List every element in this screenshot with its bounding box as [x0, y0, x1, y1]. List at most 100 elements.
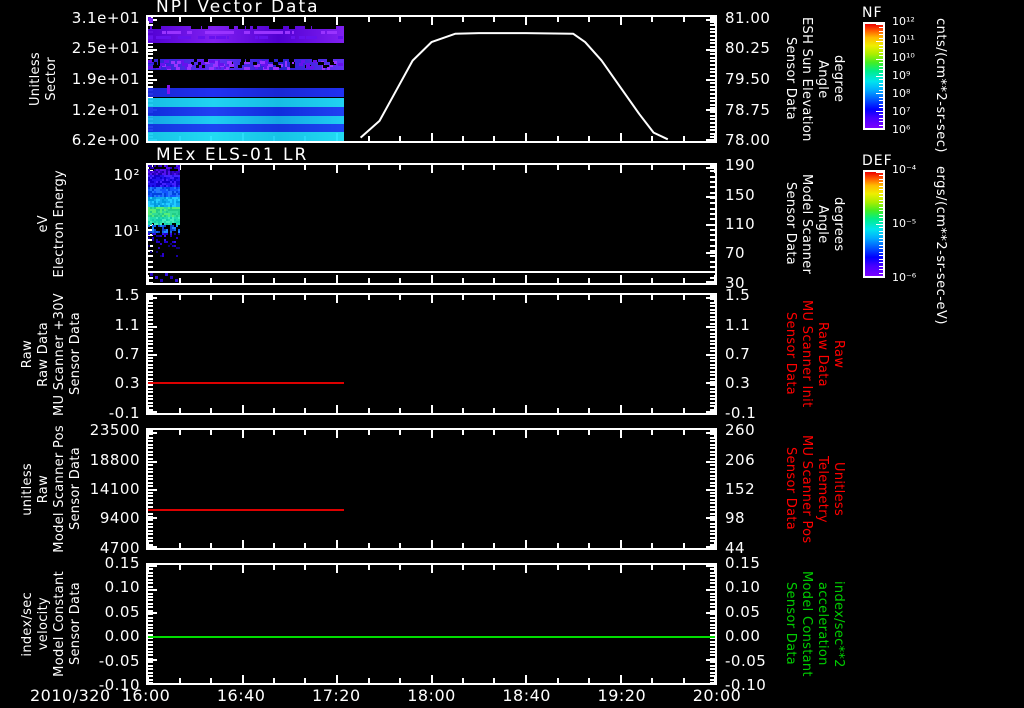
axis-title-line: Unitless: [831, 461, 846, 517]
x-minor-tick: [651, 136, 653, 141]
axis-title-line: Raw: [20, 339, 35, 369]
npi-speckle: [287, 31, 289, 34]
x-major-tick: [242, 430, 244, 438]
x-major-tick: [525, 675, 527, 683]
y-minor-tick-right: [710, 89, 715, 91]
y-minor-tick-left: [148, 630, 153, 632]
els-spectrogram-cell: [170, 219, 172, 221]
npi-speckle: [219, 66, 221, 69]
els-spectrogram-cell: [164, 235, 166, 237]
npi-speckle: [241, 59, 245, 62]
els-spectrogram-cell: [152, 209, 154, 211]
y-minor-tick-left: [148, 53, 153, 55]
els-spectrogram-cell: [148, 245, 150, 247]
npi-speckle: [218, 36, 224, 39]
colorbar-def-minor-tick: [879, 196, 883, 197]
y-minor-tick-right: [710, 309, 715, 311]
els-spectrogram-cell: [148, 169, 150, 171]
els-spectrogram-cell: [166, 185, 168, 187]
npi-speckle: [159, 26, 161, 29]
els-spectrogram-cell: [170, 195, 172, 197]
y-tick-label-left: 0.7: [114, 345, 140, 363]
y-minor-tick-right: [710, 118, 715, 120]
npi-speckle: [312, 26, 318, 29]
x-minor-tick: [273, 678, 275, 683]
y-tick-label-right: -0.10: [725, 676, 767, 694]
x-minor-tick: [493, 136, 495, 141]
x-minor-tick: [210, 430, 212, 435]
npi-speckle: [202, 26, 205, 29]
els-spectrogram-cell: [152, 233, 154, 235]
y-tick-label-left: 2.5e+01: [71, 39, 140, 58]
x-minor-tick: [399, 408, 401, 413]
x-major-tick: [336, 405, 338, 413]
y-minor-tick-right: [710, 336, 715, 338]
els-spectrogram-cell: [168, 221, 170, 223]
els-spectrogram-cell: [160, 197, 162, 199]
els-spectrogram-cell: [164, 189, 166, 191]
npi-speckle: [330, 62, 336, 65]
y-minor-tick-right: [710, 208, 715, 210]
npi-speckle: [265, 36, 268, 39]
npi-speckle: [218, 63, 224, 66]
x-major-tick: [336, 430, 338, 438]
els-spectrogram-cell: [168, 203, 170, 205]
npi-speckle: [196, 65, 199, 68]
els-spectrogram-cell: [164, 171, 166, 173]
npi-speckle: [198, 60, 204, 63]
colorbar-nf-tick-label: 10¹²: [892, 15, 915, 28]
colorbar-def-unit: ergs/(cm**2-sr-sec-eV): [933, 166, 948, 325]
y-minor-tick-right: [710, 82, 715, 84]
y-minor-tick-left: [148, 340, 153, 342]
x-minor-tick: [179, 430, 181, 435]
x-major-tick: [242, 675, 244, 683]
els-spectrogram-cell: [166, 209, 168, 211]
y-minor-tick-right: [710, 593, 715, 595]
colorbar-def-minor-tick: [879, 193, 883, 194]
x-minor-tick: [683, 295, 685, 300]
els-spectrogram-cell: [158, 223, 160, 225]
els-spectrogram-cell: [176, 173, 178, 175]
y-minor-tick-right: [710, 572, 715, 574]
els-spectrogram-cell: [176, 165, 178, 167]
els-spectrogram-cell: [164, 173, 166, 175]
els-spectrogram-cell: [158, 187, 160, 189]
els-spectrogram-cell: [148, 213, 150, 215]
x-minor-tick: [683, 17, 685, 22]
x-minor-tick: [493, 295, 495, 300]
els-spectrogram-cell: [156, 241, 158, 243]
y-minor-tick-left: [148, 309, 153, 311]
els-spectrogram-cell: [170, 177, 172, 179]
x-minor-tick: [462, 136, 464, 141]
y-minor-tick-right: [710, 234, 715, 236]
els-spectrogram-cell: [170, 203, 172, 205]
els-spectrogram-cell: [154, 221, 156, 223]
y-minor-tick-left: [148, 302, 153, 304]
y-minor-tick-left: [148, 526, 153, 528]
y-tick-label-left: 1.5: [114, 286, 140, 305]
x-minor-tick: [651, 17, 653, 22]
npi-speckle: [330, 31, 333, 34]
npi-speckle: [279, 31, 281, 34]
y-minor-tick-right: [710, 165, 715, 167]
x-minor-tick: [179, 17, 181, 22]
els-spectrogram-cell: [152, 185, 154, 187]
y-minor-tick-right: [710, 42, 715, 44]
y-minor-tick-right: [710, 412, 715, 413]
els-spectrogram-cell: [168, 169, 170, 171]
panel-els-right-axis-title: Sensor Data Model Scanner Angle degrees: [782, 163, 846, 285]
els-spectrogram-cell: [162, 193, 164, 195]
y-minor-tick-right: [710, 100, 715, 102]
y-minor-tick-right: [710, 388, 715, 390]
els-spectrogram-cell: [156, 221, 158, 223]
els-spectrogram-cell: [170, 197, 172, 199]
els-spectrogram-cell: [174, 215, 176, 217]
npi-speckle: [332, 31, 335, 34]
els-spectrogram-cell: [170, 191, 172, 193]
y-minor-tick-left: [148, 679, 153, 681]
y-minor-tick-left: [148, 82, 153, 84]
colorbar-def-minor-tick: [879, 273, 883, 274]
colorbar-def-title: DEF: [862, 153, 893, 169]
els-spectrogram-cell: [150, 219, 152, 221]
els-spectrogram-cell: [148, 175, 150, 177]
